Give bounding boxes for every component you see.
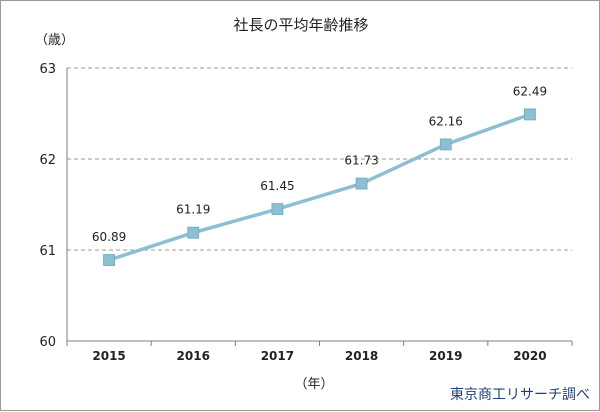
x-tick-label: 2018 xyxy=(345,349,378,363)
x-tick-label: 2017 xyxy=(261,349,294,363)
axes xyxy=(66,68,573,346)
y-tick-label: 62 xyxy=(39,153,56,168)
gridlines xyxy=(67,67,572,251)
y-tick-labels: 60 61 62 63 xyxy=(39,62,56,350)
x-tick-label: 2016 xyxy=(177,349,210,363)
y-tick-label: 60 xyxy=(39,335,56,350)
x-tick-labels: 2015 2016 2017 2018 2019 2020 xyxy=(92,349,546,363)
data-point-marker xyxy=(355,177,368,190)
y-axis-label: （歳） xyxy=(35,33,74,48)
series-line-group xyxy=(108,112,531,262)
x-tick-label: 2015 xyxy=(92,349,125,363)
source-note: 東京商工リサーチ調べ xyxy=(450,387,590,403)
data-point-marker xyxy=(439,138,452,151)
data-labels: 60.89 61.19 61.45 61.73 62.16 62.49 xyxy=(92,84,547,244)
data-label: 61.73 xyxy=(344,154,378,168)
x-tick-label: 2019 xyxy=(429,349,462,363)
data-label: 61.45 xyxy=(260,179,294,193)
data-point-marker xyxy=(271,203,284,215)
data-label: 62.16 xyxy=(429,114,463,128)
data-label: 62.49 xyxy=(513,84,547,98)
data-label: 60.89 xyxy=(92,230,126,244)
chart-title: 社長の平均年齢推移 xyxy=(233,16,368,34)
y-tick-label: 63 xyxy=(39,62,56,77)
x-tick-label: 2020 xyxy=(513,349,546,363)
markers xyxy=(103,108,536,266)
y-tick-label: 61 xyxy=(39,244,56,259)
data-point-marker xyxy=(187,226,200,239)
data-point-marker xyxy=(103,254,115,266)
x-axis-label: （年） xyxy=(294,377,333,392)
data-point-marker xyxy=(524,108,536,121)
series-line xyxy=(108,112,531,262)
data-label: 61.19 xyxy=(176,203,210,217)
